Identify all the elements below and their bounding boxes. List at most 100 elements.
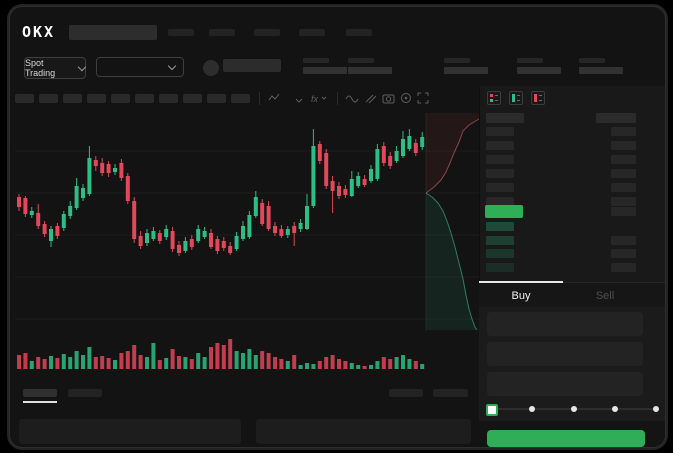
ask-row[interactable] (479, 169, 665, 179)
bid-row[interactable] (479, 222, 665, 232)
candle-body (49, 229, 53, 241)
ask-price-placeholder (486, 141, 514, 150)
bottom-tab-active[interactable] (23, 389, 57, 397)
volume-bar (132, 345, 137, 369)
price-input[interactable] (487, 312, 643, 336)
interval-button[interactable] (207, 94, 226, 103)
interval-button[interactable] (231, 94, 250, 103)
volume-bar (177, 356, 181, 369)
interval-button[interactable] (87, 94, 106, 103)
fullscreen-icon[interactable] (417, 92, 433, 105)
target-icon[interactable] (400, 92, 416, 105)
bottom-link[interactable] (389, 389, 423, 397)
candle-style-icon[interactable] (267, 92, 283, 105)
tab-sell[interactable]: Sell (595, 290, 615, 302)
volume-bar (298, 365, 303, 369)
candlestick-chart[interactable] (9, 6, 666, 448)
volume-bar (196, 353, 201, 369)
candle-body (234, 236, 239, 249)
ask-row[interactable] (479, 197, 665, 207)
book-view-asks-icon[interactable] (531, 91, 545, 105)
candle-body (17, 197, 21, 207)
book-view-both-icon[interactable] (487, 91, 501, 105)
chart-type-icon[interactable] (295, 92, 311, 105)
candle-body (292, 226, 297, 233)
volume-bar (381, 357, 386, 369)
volume-bar (17, 355, 21, 369)
slider-stop[interactable] (570, 406, 577, 412)
interval-button[interactable] (63, 94, 82, 103)
bid-price-placeholder (486, 235, 514, 245)
market-stat-label (348, 58, 374, 63)
candle-body (279, 229, 284, 236)
volume-bar (279, 359, 284, 369)
draw-tools-icon[interactable] (364, 92, 380, 105)
volume-bar (234, 351, 239, 369)
interval-button[interactable] (159, 94, 178, 103)
candle-body (138, 236, 143, 246)
market-stat-value (517, 67, 561, 74)
ask-row[interactable] (479, 155, 665, 165)
volume-bar (202, 357, 207, 369)
volume-bar (330, 355, 335, 369)
candle-body (125, 176, 130, 201)
bid-row[interactable] (479, 235, 665, 246)
amount-input[interactable] (487, 342, 643, 366)
market-stat-value (579, 67, 623, 74)
okx-logo[interactable]: OKX (22, 23, 56, 41)
slider-stop[interactable] (529, 406, 536, 412)
trade-tabs-bar (479, 282, 665, 308)
slider-stop[interactable] (653, 406, 659, 412)
bid-row[interactable] (479, 249, 665, 259)
ask-row[interactable] (479, 141, 665, 151)
candle-body (420, 137, 425, 147)
market-type-selector[interactable]: Spot Trading (24, 57, 87, 79)
camera-icon[interactable] (382, 92, 398, 105)
bid-row[interactable] (479, 263, 665, 273)
volume-bar (42, 359, 47, 369)
volume-bar (420, 364, 425, 369)
volume-bar (215, 343, 220, 369)
bottom-tab[interactable] (68, 389, 102, 397)
candle-body (273, 226, 277, 233)
nav-item[interactable] (209, 29, 235, 36)
indicator-fx-icon[interactable]: fx (311, 92, 327, 105)
market-stat-label (517, 58, 543, 63)
volume-bar (413, 361, 418, 369)
search-bar[interactable] (69, 25, 157, 40)
interval-button[interactable] (15, 94, 34, 103)
nav-item[interactable] (346, 29, 372, 36)
nav-item[interactable] (299, 29, 325, 36)
last-price-badge (485, 205, 523, 218)
bid-amount-placeholder (611, 235, 636, 245)
ask-amount-placeholder (611, 141, 636, 150)
interval-button[interactable] (111, 94, 130, 103)
ask-row[interactable] (479, 127, 665, 137)
tab-buy[interactable]: Buy (511, 290, 531, 302)
volume-bar (349, 363, 354, 369)
dot-bid (490, 99, 493, 102)
interval-button[interactable] (183, 94, 202, 103)
total-input[interactable] (487, 372, 643, 396)
candle-body (74, 186, 79, 208)
lines (517, 95, 520, 96)
interval-button[interactable] (39, 94, 58, 103)
candle-body (170, 231, 175, 249)
ask-amount-placeholder (611, 197, 636, 206)
ask-row[interactable] (479, 183, 665, 193)
candle-body (106, 164, 111, 173)
book-view-bids-icon[interactable] (509, 91, 523, 105)
slider-handle[interactable] (486, 404, 498, 416)
pair-selector-dropdown[interactable] (96, 57, 184, 77)
candle-body (285, 229, 290, 235)
bottom-link[interactable] (433, 389, 468, 397)
nav-item[interactable] (254, 29, 280, 36)
buy-submit-button[interactable] (487, 430, 645, 447)
volume-bar (29, 361, 34, 369)
candle-body (356, 176, 361, 186)
interval-button[interactable] (135, 94, 154, 103)
candle-body (401, 139, 405, 156)
wave-line-icon[interactable] (345, 92, 361, 105)
slider-stop[interactable] (611, 406, 618, 412)
nav-item[interactable] (168, 29, 194, 36)
